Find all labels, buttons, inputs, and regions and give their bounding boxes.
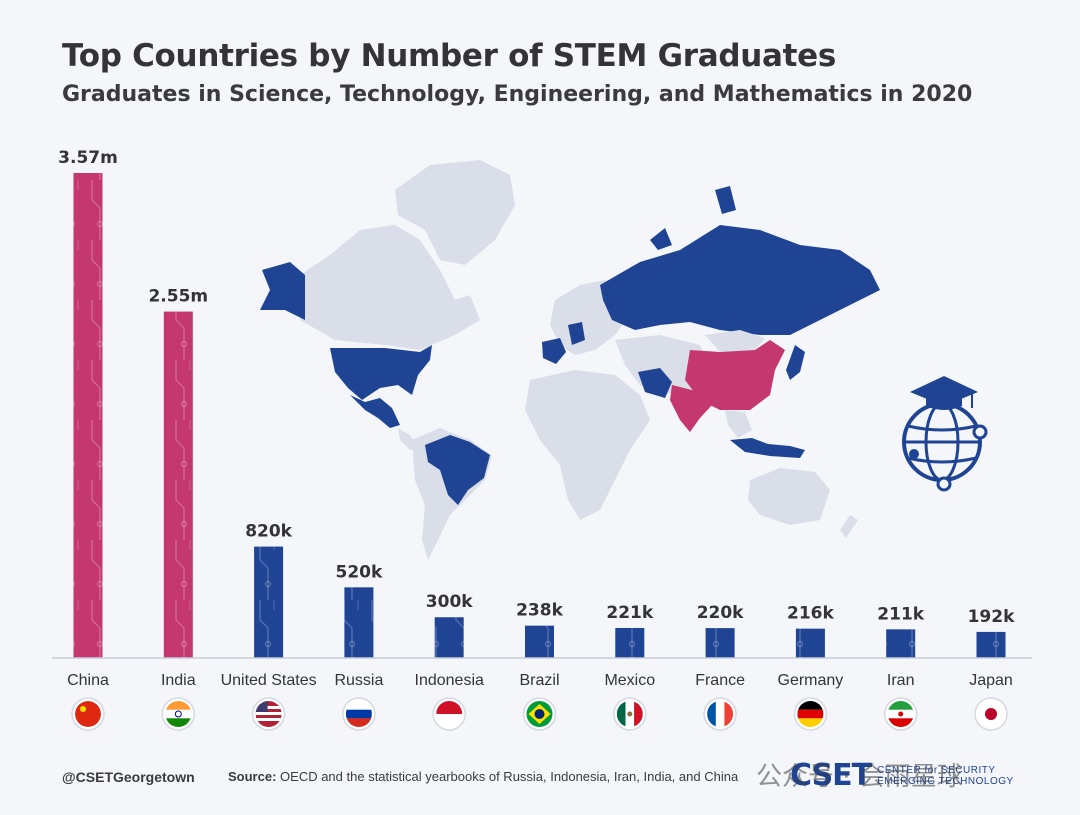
data-label-indonesia: 300k bbox=[426, 592, 473, 612]
bar-texture-china bbox=[73, 173, 103, 658]
flag-icon-iran bbox=[883, 697, 918, 731]
bar-texture-brazil bbox=[525, 625, 554, 658]
footer-handle: @CSETGeorgetown bbox=[62, 769, 195, 785]
chart-title: Top Countries by Number of STEM Graduate… bbox=[62, 38, 836, 74]
map-japan bbox=[786, 345, 805, 380]
bar-texture-indonesia bbox=[434, 617, 464, 658]
data-label-germany: 216k bbox=[787, 604, 834, 624]
map-russia-arctic-island bbox=[715, 186, 736, 214]
category-label-france: France bbox=[695, 672, 745, 689]
map-greenland bbox=[395, 160, 515, 265]
data-label-brazil: 238k bbox=[516, 601, 563, 621]
map-australia bbox=[748, 468, 830, 525]
category-label-indonesia: Indonesia bbox=[415, 672, 484, 689]
category-label-iran: Iran bbox=[887, 672, 915, 689]
bar-texture-japan bbox=[976, 631, 1006, 658]
chart-subtitle: Graduates in Science, Technology, Engine… bbox=[62, 82, 973, 107]
flag-icon-germany bbox=[793, 697, 828, 731]
bar-texture-france bbox=[705, 628, 735, 658]
category-label-mexico: Mexico bbox=[604, 672, 655, 689]
bar-texture-germany bbox=[795, 628, 825, 658]
bars-layer: 3.57m China 2.55m India 820k United States 520… bbox=[58, 148, 1015, 731]
map-usa bbox=[330, 345, 432, 400]
data-label-france: 220k bbox=[697, 603, 744, 623]
graduation-globe-icon bbox=[902, 376, 988, 492]
logo-word: CSET bbox=[790, 758, 872, 793]
logo-subtitle: CENTER for SECURITY EMERGING TECHNOLOGY bbox=[877, 765, 1014, 787]
bar-texture-iran bbox=[886, 629, 916, 658]
category-label-india: India bbox=[161, 672, 196, 689]
map-alaska bbox=[260, 262, 305, 320]
map-russia bbox=[600, 225, 880, 335]
map-india bbox=[670, 385, 712, 432]
bar-texture-united-states bbox=[254, 546, 284, 658]
map-canada bbox=[300, 225, 480, 350]
logo-line-1: CENTER for SECURITY bbox=[877, 764, 996, 776]
data-label-japan: 192k bbox=[968, 607, 1015, 627]
data-label-china: 3.57m bbox=[58, 148, 118, 168]
category-label-japan: Japan bbox=[969, 672, 1013, 689]
flag-icon-china bbox=[71, 697, 105, 731]
map-southeast-asia bbox=[725, 410, 752, 438]
map-france bbox=[542, 338, 566, 364]
world-map bbox=[260, 160, 880, 560]
data-label-mexico: 221k bbox=[606, 603, 653, 623]
category-label-brazil: Brazil bbox=[519, 672, 559, 689]
flag-icon-france bbox=[703, 697, 737, 731]
logo-line-2: EMERGING TECHNOLOGY bbox=[877, 775, 1014, 787]
map-mexico bbox=[350, 395, 400, 428]
flag-icon-india bbox=[161, 697, 196, 731]
flag-icon-russia bbox=[342, 697, 376, 731]
data-label-united-states: 820k bbox=[245, 522, 292, 542]
footer-source-text: OECD and the statistical yearbooks of Ru… bbox=[280, 769, 739, 784]
footer-source: Source: OECD and the statistical yearboo… bbox=[228, 769, 738, 784]
map-germany bbox=[568, 322, 585, 345]
flag-icon-indonesia bbox=[432, 697, 466, 731]
map-africa bbox=[525, 370, 650, 520]
category-label-china: China bbox=[67, 672, 109, 689]
flag-icon-mexico bbox=[613, 697, 647, 731]
category-label-united-states: United States bbox=[221, 672, 317, 689]
watermark-text: 公众号 · 会雨星球 bbox=[756, 762, 963, 792]
bar-texture-russia bbox=[344, 587, 374, 658]
data-label-india: 2.55m bbox=[148, 287, 208, 307]
map-brazil bbox=[425, 435, 490, 505]
category-label-germany: Germany bbox=[778, 672, 844, 689]
bar-texture-mexico bbox=[615, 627, 645, 658]
map-new-zealand bbox=[840, 515, 858, 538]
flag-icon-brazil bbox=[522, 697, 557, 731]
map-iran bbox=[638, 368, 672, 398]
map-china bbox=[685, 340, 785, 410]
map-mongolia bbox=[705, 330, 765, 352]
map-indonesia bbox=[730, 438, 805, 458]
category-label-russia: Russia bbox=[334, 672, 383, 689]
flag-icon-japan bbox=[974, 697, 1008, 731]
map-russia-north-island bbox=[650, 228, 672, 250]
flag-icon-united-states bbox=[251, 697, 286, 731]
cset-logo: CSET CENTER for SECURITY EMERGING TECHNO… bbox=[790, 758, 1014, 793]
data-label-iran: 211k bbox=[877, 604, 924, 624]
footer-source-label: Source: bbox=[228, 769, 277, 784]
data-label-russia: 520k bbox=[336, 562, 383, 582]
bar-texture-india bbox=[163, 311, 193, 658]
